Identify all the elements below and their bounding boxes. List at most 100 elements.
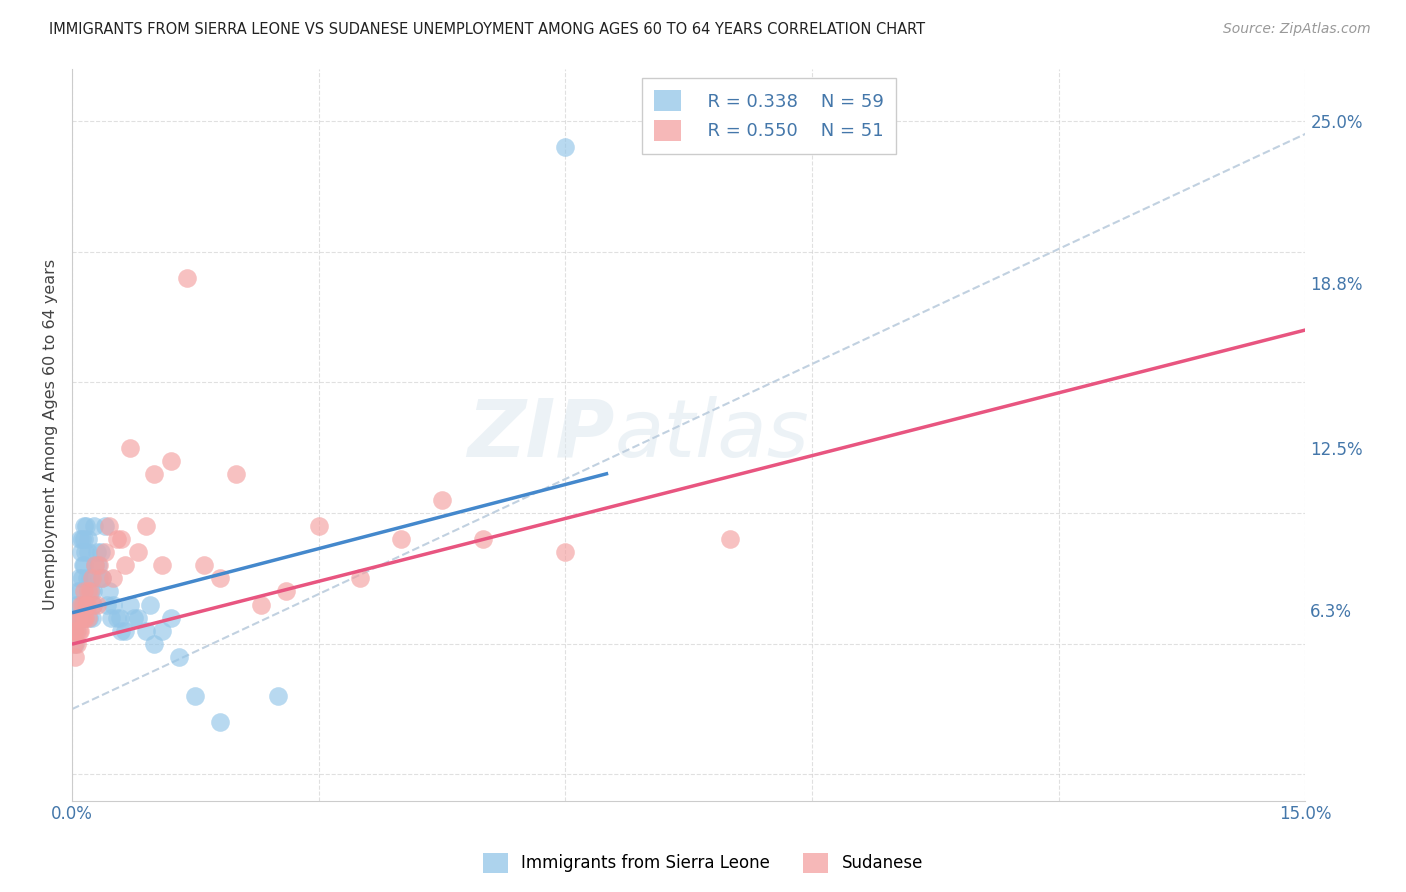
Point <box>80 584 103 599</box>
Point <box>152 624 174 638</box>
Point <box>73 532 96 546</box>
Point <box>89 571 111 585</box>
Point <box>62 624 84 638</box>
Point <box>91 571 114 585</box>
Point <box>135 519 157 533</box>
Point <box>77 610 100 624</box>
Point <box>114 624 136 638</box>
Point <box>66 584 89 599</box>
Point <box>75 610 97 624</box>
Point <box>87 558 110 573</box>
Point <box>184 689 207 703</box>
Point <box>66 637 89 651</box>
Point <box>208 571 231 585</box>
Point <box>82 584 104 599</box>
Point <box>65 624 87 638</box>
Point <box>389 532 412 546</box>
Point <box>152 558 174 573</box>
Point <box>67 571 90 585</box>
Point <box>83 519 105 533</box>
Point <box>82 598 104 612</box>
Point <box>143 637 166 651</box>
Point <box>75 545 97 559</box>
Point <box>101 598 124 612</box>
Point <box>77 532 100 546</box>
Point <box>65 649 87 664</box>
Point <box>66 624 89 638</box>
Point <box>127 545 149 559</box>
Point <box>84 558 107 573</box>
Text: ZIP: ZIP <box>467 395 614 474</box>
Point <box>65 610 87 624</box>
Point <box>80 571 103 585</box>
Point <box>66 598 89 612</box>
Point <box>118 441 141 455</box>
Point <box>86 598 108 612</box>
Point <box>70 610 93 624</box>
Point <box>225 467 247 481</box>
Point <box>65 637 87 651</box>
Point <box>127 610 149 624</box>
Point <box>70 598 93 612</box>
Point <box>75 598 97 612</box>
Point <box>159 610 181 624</box>
Point <box>554 140 576 154</box>
Point <box>72 558 94 573</box>
Point <box>73 558 96 573</box>
Point <box>63 610 86 624</box>
Point <box>76 598 98 612</box>
Point <box>274 584 297 599</box>
Point <box>430 492 453 507</box>
Point <box>143 467 166 481</box>
Point <box>122 610 145 624</box>
Point <box>94 519 117 533</box>
Point <box>349 571 371 585</box>
Point <box>77 610 100 624</box>
Point <box>76 545 98 559</box>
Point <box>110 532 132 546</box>
Point <box>72 610 94 624</box>
Point <box>67 624 90 638</box>
Point <box>100 610 122 624</box>
Y-axis label: Unemployment Among Ages 60 to 64 years: Unemployment Among Ages 60 to 64 years <box>44 259 58 610</box>
Point <box>193 558 215 573</box>
Point <box>159 453 181 467</box>
Text: Source: ZipAtlas.com: Source: ZipAtlas.com <box>1223 22 1371 37</box>
Point <box>90 545 112 559</box>
Point <box>86 545 108 559</box>
Point <box>96 598 118 612</box>
Point <box>72 598 94 612</box>
Point <box>89 558 111 573</box>
Point <box>250 598 273 612</box>
Point <box>554 545 576 559</box>
Point <box>98 519 121 533</box>
Legend: Immigrants from Sierra Leone, Sudanese: Immigrants from Sierra Leone, Sudanese <box>477 847 929 880</box>
Point <box>208 715 231 730</box>
Point <box>79 584 101 599</box>
Text: IMMIGRANTS FROM SIERRA LEONE VS SUDANESE UNEMPLOYMENT AMONG AGES 60 TO 64 YEARS : IMMIGRANTS FROM SIERRA LEONE VS SUDANESE… <box>49 22 925 37</box>
Point <box>76 584 98 599</box>
Point <box>90 571 112 585</box>
Point <box>75 519 97 533</box>
Point <box>65 598 87 612</box>
Point <box>167 649 190 664</box>
Point <box>98 584 121 599</box>
Point <box>105 532 128 546</box>
Point <box>76 571 98 585</box>
Point <box>308 519 330 533</box>
Point <box>67 610 90 624</box>
Point <box>72 519 94 533</box>
Point <box>79 571 101 585</box>
Point <box>472 532 495 546</box>
Point <box>66 610 89 624</box>
Point <box>94 545 117 559</box>
Point <box>62 637 84 651</box>
Point <box>69 624 91 638</box>
Point <box>69 532 91 546</box>
Point <box>82 598 104 612</box>
Point <box>139 598 162 612</box>
Point <box>110 624 132 638</box>
Legend:   R = 0.338    N = 59,   R = 0.550    N = 51: R = 0.338 N = 59, R = 0.550 N = 51 <box>641 78 896 153</box>
Point <box>108 610 131 624</box>
Point <box>70 571 93 585</box>
